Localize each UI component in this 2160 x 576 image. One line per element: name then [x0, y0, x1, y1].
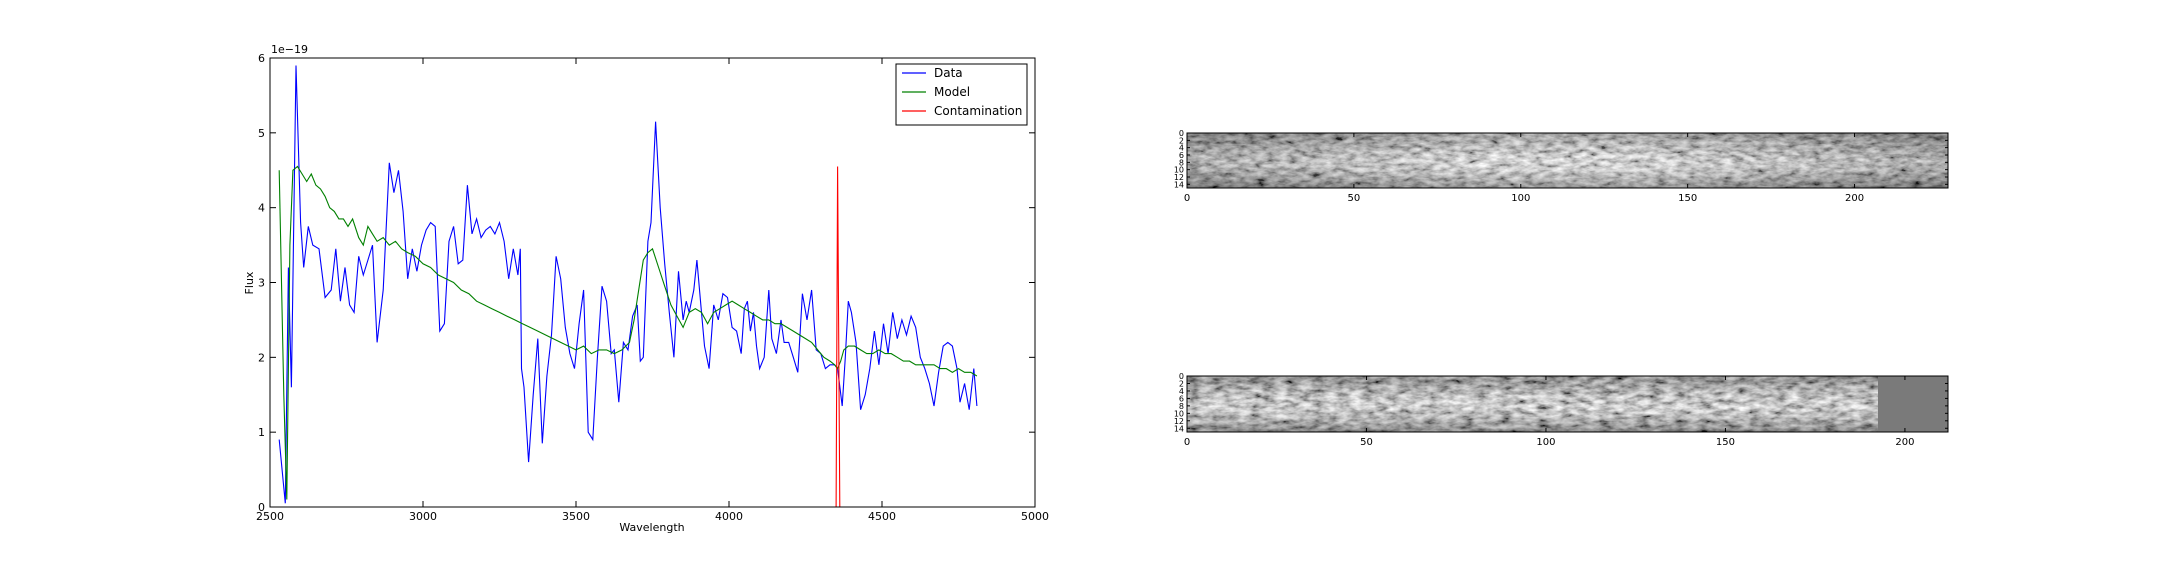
image-x-tick-label: 50 — [1360, 437, 1373, 448]
series-line-data — [278, 65, 978, 504]
image-2-frame — [1186, 375, 1949, 433]
x-tick-label: 5000 — [1021, 510, 1049, 523]
spectrum-chart: 2500 3000 3500 4000 4500 5000 0 1 2 3 4 5 6 Waveleng… — [243, 43, 1049, 534]
image-1-frame — [1186, 132, 1949, 189]
x-tick-label: 3000 — [409, 510, 437, 523]
legend-label-contamination: Contamination — [934, 104, 1022, 118]
y-tick-label: 5 — [258, 127, 265, 140]
y-tick-label: 3 — [258, 277, 265, 290]
legend-frame — [895, 63, 1028, 126]
image-y-tick-label: 2 — [1179, 136, 1184, 145]
image-x-tick-label: 100 — [1511, 193, 1530, 204]
image-y-tick-label: 10 — [1174, 166, 1184, 175]
image-y-tick-label: 6 — [1179, 394, 1184, 403]
image-y-tick-label: 4 — [1179, 387, 1184, 396]
image-y-tick-label: 10 — [1174, 409, 1184, 418]
line-chart-plot-area — [270, 58, 1035, 507]
image-y-tick-label: 4 — [1179, 144, 1184, 153]
image-1-fade-overlay — [1187, 133, 1948, 188]
image-2-band-overlay — [1187, 376, 1878, 432]
y-tick-label: 4 — [258, 202, 265, 215]
x-tick-label: 4000 — [715, 510, 743, 523]
image-x-tick-label: 150 — [1716, 437, 1735, 448]
legend-label-data: Data — [934, 66, 963, 80]
image-y-tick-label: 0 — [1179, 372, 1184, 381]
image-y-tick-label: 8 — [1179, 402, 1184, 411]
image-y-tick-label: 2 — [1179, 379, 1184, 388]
y-tick-label: 6 — [258, 52, 265, 65]
image-y-tick-label: 6 — [1179, 151, 1184, 160]
line-chart-ticks: 2500 3000 3500 4000 4500 5000 0 1 2 3 4 5 6 — [256, 52, 1049, 523]
image-y-tick-label: 14 — [1174, 424, 1184, 433]
y-tick-label: 2 — [258, 351, 265, 364]
legend-label-model: Model — [934, 85, 970, 99]
image-x-tick-label: 50 — [1348, 193, 1361, 204]
image-x-tick-label: 0 — [1184, 437, 1190, 448]
line-chart-ylabel: Flux — [243, 271, 256, 294]
y-tick-label: 1 — [258, 426, 265, 439]
image-y-tick-label: 8 — [1179, 158, 1184, 167]
image-y-tick-label: 14 — [1174, 180, 1184, 189]
image-x-tick-label: 150 — [1678, 193, 1697, 204]
line-chart-xlabel: Wavelength — [619, 521, 684, 534]
x-tick-label: 3500 — [562, 510, 590, 523]
x-tick-label: 4500 — [868, 510, 896, 523]
series-line-contamination — [279, 166, 977, 507]
image-y-tick-label: 12 — [1174, 173, 1184, 182]
image-x-tick-label: 200 — [1845, 193, 1864, 204]
image-x-tick-label: 200 — [1895, 437, 1914, 448]
line-series-group — [278, 65, 978, 507]
line-chart-offset-label: 1e−19 — [271, 43, 308, 56]
image-2-flat-region — [1878, 376, 1948, 432]
series-line-model — [278, 165, 978, 500]
image-x-tick-label: 100 — [1536, 437, 1555, 448]
x-tick-label: 2500 — [256, 510, 284, 523]
line-chart-legend: Data Model Contamination — [895, 63, 1028, 126]
image-y-tick-label: 12 — [1174, 417, 1184, 426]
image-x-tick-label: 0 — [1184, 193, 1190, 204]
y-tick-label: 0 — [258, 501, 265, 514]
image-y-tick-label: 0 — [1179, 129, 1184, 138]
